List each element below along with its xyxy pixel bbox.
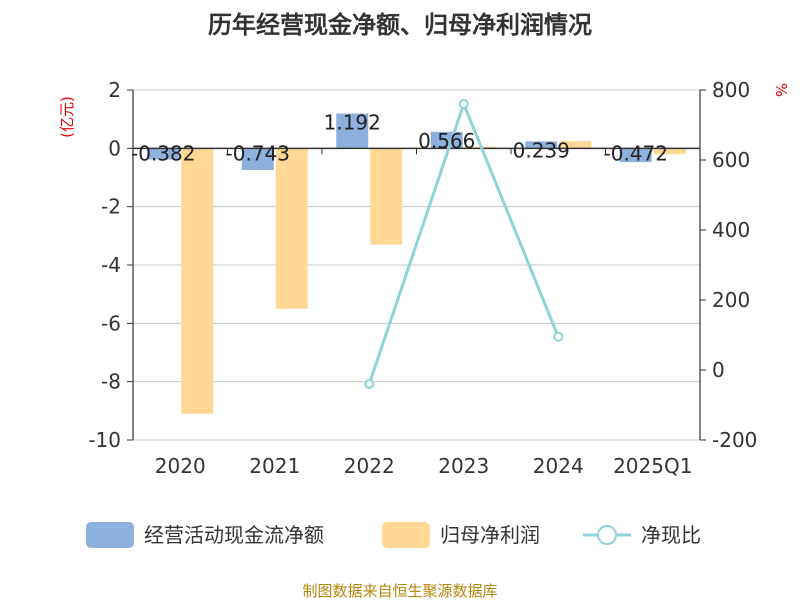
source-note: 制图数据来自恒生聚源数据库 [302,582,497,600]
net-cash-ratio-point [553,331,564,342]
legend-marker [597,525,617,545]
cashflow-bar [619,148,652,163]
data-labels: -0.382 -0.743 1.192 0.566 0.239 -0.472 [131,111,668,166]
left-axis-unit: (亿元) [58,96,76,138]
right-tick-label: 0 [712,358,725,382]
cashflow-bar [241,148,274,171]
right-tick-label: 200 [712,288,750,312]
right-tick-label: 600 [712,148,750,172]
legend-label: 归母净利润 [440,523,540,547]
x-tick-label: 2022 [344,454,395,478]
cashflow-data-label: 0.239 [513,138,570,162]
cashflow-data-label: -0.382 [131,141,195,165]
tick-labels: 2 0 -2 -4 -6 -8 -10 800 600 400 200 0 -200 2020 2021 20… [88,78,757,478]
gridlines [133,89,700,441]
right-tick-label: 800 [712,78,750,102]
legend-label: 净现比 [641,523,701,547]
net-profit-bar [181,148,214,414]
chart-title: 历年经营现金净额、归母净利润情况 [208,11,592,39]
cashflow-data-label: -0.743 [226,141,290,165]
cashflow-bar [525,141,558,149]
net-profit-bar [370,148,403,245]
right-axis-unit: % [772,83,790,97]
x-tick-label: 2021 [249,454,300,478]
x-tick-label: 2023 [438,454,489,478]
line-series [364,99,564,389]
legend-swatch [86,522,134,548]
cashflow-data-label: 0.566 [418,129,475,153]
axes [127,89,706,441]
left-tick-label: -2 [101,195,121,219]
left-tick-label: -8 [101,370,121,394]
cashflow-data-label: 1.192 [324,111,381,135]
legend-label: 经营活动现金流净额 [144,523,324,547]
legend-swatch [382,522,430,548]
net-profit-bar [275,148,308,309]
x-tick-label: 2020 [155,454,206,478]
right-tick-label: -200 [712,428,757,452]
x-tick-label: 2025Q1 [613,454,692,478]
cashflow-data-label: -0.472 [604,141,668,165]
left-tick-label: -6 [101,311,121,335]
left-tick-label: -4 [101,253,121,277]
bar-series [147,113,686,414]
left-tick-label: 0 [108,136,121,160]
net-cash-ratio-point [458,99,469,109]
x-tick-label: 2024 [533,454,584,478]
left-tick-label: 2 [108,78,121,102]
cashflow-bar [430,131,463,149]
right-tick-label: 400 [712,218,750,242]
net-profit-bar [653,148,686,155]
left-tick-label: -10 [88,428,121,452]
legend: 经营活动现金流净额 归母净利润 净现比 [86,522,701,548]
net-cash-ratio-point [364,379,375,389]
net-profit-bar [559,141,592,149]
cashflow-bar [336,113,369,149]
cashflow-bar [147,148,180,160]
